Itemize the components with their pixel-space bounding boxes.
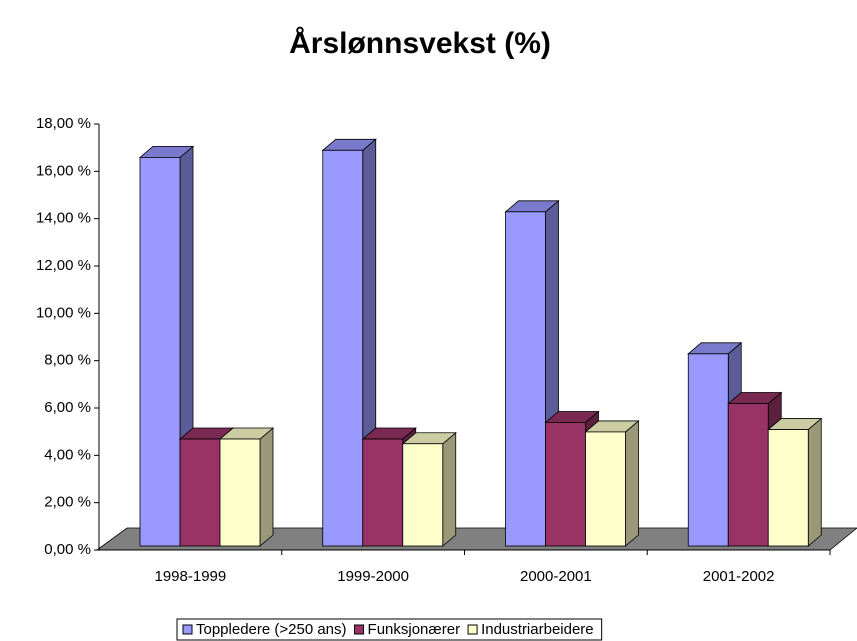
legend-box bbox=[176, 618, 603, 641]
bar-front bbox=[219, 438, 261, 547]
legend: Toppledere (>250 ans) Funksjonærer Industr… bbox=[176, 618, 603, 641]
y-tick-label: 4,00 % bbox=[44, 446, 91, 463]
y-tick-label: 14,00 % bbox=[36, 210, 91, 227]
y-tick-label: 12,00 % bbox=[36, 257, 91, 274]
chart-title: Årslønnsvekst (%) bbox=[289, 27, 551, 60]
bar-front bbox=[727, 403, 769, 547]
y-tick-label: 0,00 % bbox=[44, 541, 91, 558]
legend-label: Funksjonærer bbox=[368, 621, 461, 638]
y-tick-label: 2,00 % bbox=[44, 494, 91, 511]
x-tick-label: 2000-2001 bbox=[520, 568, 592, 585]
bar bbox=[584, 420, 640, 547]
bar-front bbox=[585, 431, 626, 547]
bar bbox=[504, 199, 560, 547]
bar bbox=[767, 417, 823, 547]
y-tick-label: 18,00 % bbox=[36, 115, 91, 132]
legend-swatch bbox=[354, 624, 365, 635]
bar-side bbox=[259, 427, 274, 547]
bar-front bbox=[402, 443, 444, 547]
y-tick-label: 6,00 % bbox=[44, 399, 91, 416]
bar-front bbox=[139, 156, 181, 547]
bar-side bbox=[807, 417, 822, 547]
bar bbox=[401, 431, 457, 547]
legend-swatch bbox=[182, 624, 193, 635]
legend-label: Toppledere (>250 ans) bbox=[196, 621, 347, 638]
x-tick-label: 1999-2000 bbox=[337, 568, 409, 585]
bar-front bbox=[362, 438, 404, 547]
bar-front bbox=[687, 353, 729, 547]
bar-front bbox=[545, 422, 586, 547]
bar bbox=[218, 427, 275, 547]
legend-swatch bbox=[467, 624, 478, 635]
bar-front bbox=[179, 438, 221, 547]
legend-label: Industriarbeidere bbox=[481, 621, 594, 638]
bar-front bbox=[322, 149, 364, 547]
bar bbox=[321, 138, 377, 547]
x-tick-label: 1998-1999 bbox=[155, 568, 227, 585]
bar bbox=[687, 341, 743, 547]
x-tick-label: 2001-2002 bbox=[703, 568, 775, 585]
bar-front bbox=[767, 429, 809, 547]
y-tick-label: 8,00 % bbox=[44, 352, 91, 369]
y-tick-label: 10,00 % bbox=[36, 304, 91, 321]
bar-front bbox=[505, 211, 546, 547]
bar-side bbox=[442, 431, 457, 547]
y-tick-label: 16,00 % bbox=[36, 162, 91, 179]
bar-side bbox=[625, 420, 639, 547]
